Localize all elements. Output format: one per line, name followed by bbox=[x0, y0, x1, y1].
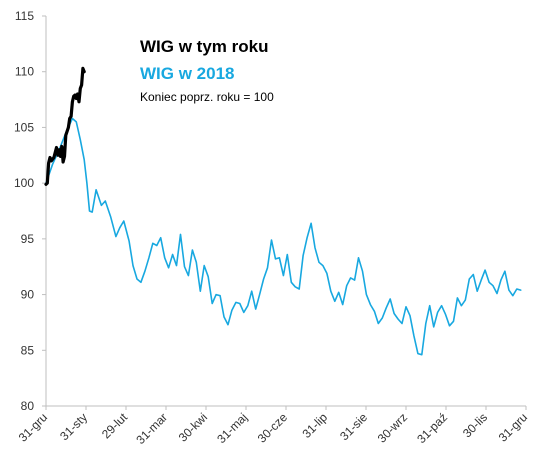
x-tick-label: 29-lut bbox=[99, 410, 131, 442]
y-tick-label: 105 bbox=[14, 120, 34, 134]
x-tick-label: 30-lis bbox=[460, 410, 490, 440]
chart-note: Koniec poprz. roku = 100 bbox=[140, 90, 274, 104]
x-tick-label: 31-paź bbox=[414, 410, 450, 446]
series-line-wig-this-year bbox=[44, 66, 86, 186]
y-tick-label: 85 bbox=[21, 343, 35, 357]
series-line-wig-2018 bbox=[45, 117, 522, 356]
y-tick-label: 100 bbox=[14, 176, 34, 190]
y-axis-ticks: 80 85 90 95 100 105 110 115 bbox=[14, 9, 46, 413]
x-tick-label: 31-lip bbox=[299, 410, 330, 441]
y-tick-label: 80 bbox=[21, 399, 35, 413]
x-tick-label: 31-sie bbox=[337, 410, 370, 443]
x-tick-label: 31-mar bbox=[133, 410, 170, 447]
chart-subtitle: WIG w 2018 bbox=[140, 64, 234, 83]
x-tick-label: 31-gru bbox=[16, 410, 50, 444]
y-tick-label: 90 bbox=[21, 288, 35, 302]
x-tick-label: 31-gru bbox=[496, 410, 530, 444]
x-tick-label: 30-kwi bbox=[176, 410, 210, 444]
x-tick-label: 31-sty bbox=[57, 410, 90, 443]
x-tick-label: 30-wrz bbox=[375, 410, 410, 445]
x-tick-label: 31-maj bbox=[214, 410, 250, 446]
y-tick-label: 110 bbox=[15, 65, 34, 79]
y-tick-label: 115 bbox=[15, 9, 34, 23]
x-axis-ticks: 31-gru 31-sty 29-lut 31-mar 30-kwi 31-maj 30-c… bbox=[16, 406, 530, 447]
chart-title: WIG w tym roku bbox=[140, 37, 268, 56]
chart-series bbox=[44, 66, 522, 356]
y-tick-label: 95 bbox=[21, 232, 35, 246]
x-tick-label: 30-cze bbox=[255, 410, 291, 446]
chart-axes bbox=[45, 16, 526, 407]
